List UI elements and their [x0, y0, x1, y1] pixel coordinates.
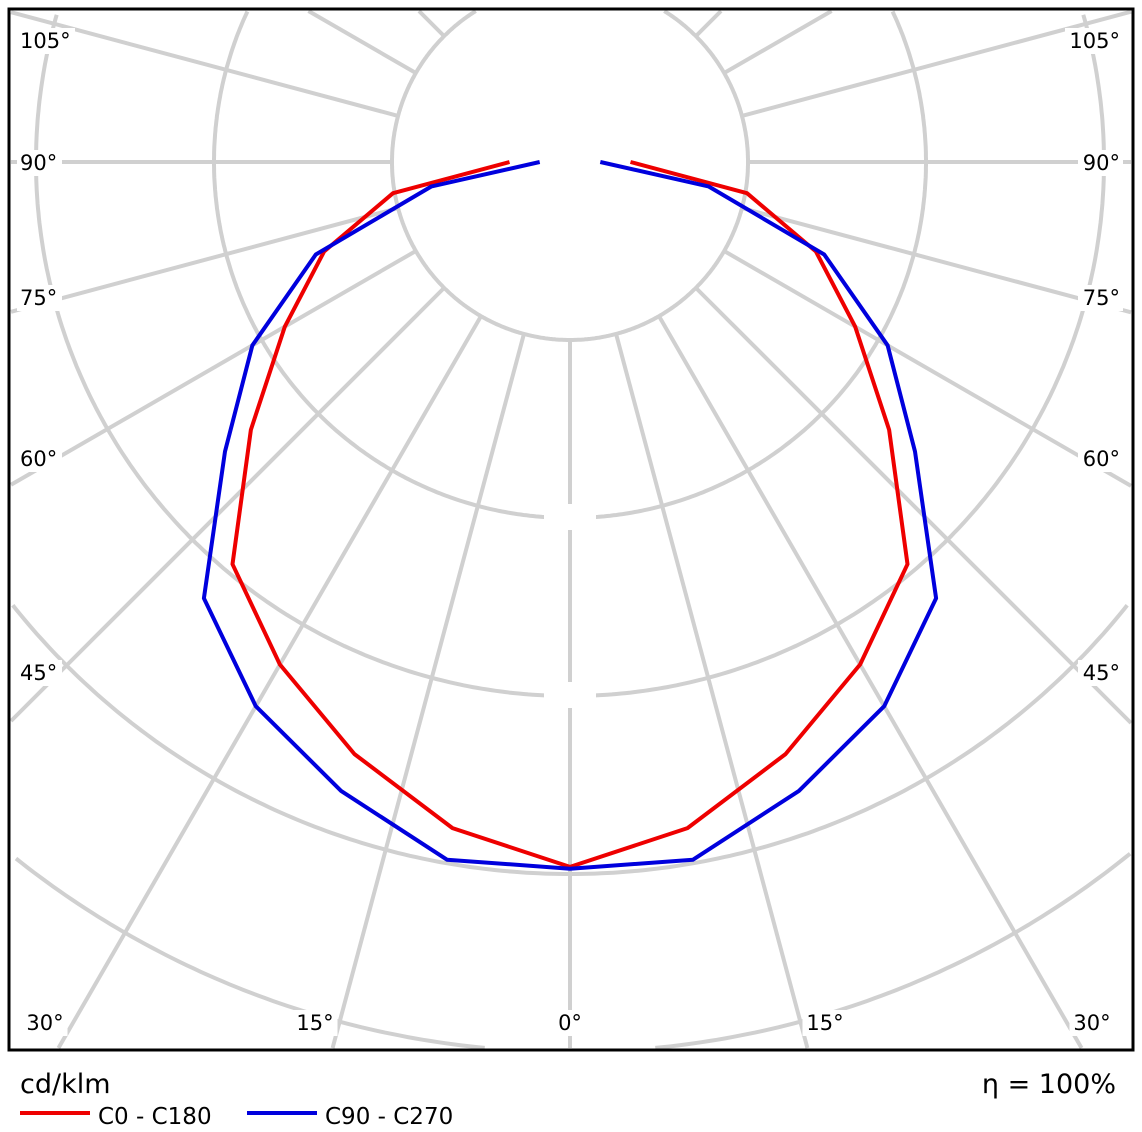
- angle-label-left: 45°: [20, 661, 57, 685]
- grid-spoke: [330, 333, 526, 1049]
- grid-ring: [14, 856, 485, 1050]
- unit-label: cd/klm: [20, 1069, 111, 1100]
- angle-label-right-bg: [1078, 660, 1123, 686]
- series-curve-1: [201, 160, 939, 871]
- angle-label-right-bg: [1078, 446, 1123, 472]
- grid-ring: [655, 852, 1132, 1050]
- grid-spoke: [723, 249, 1132, 488]
- grid-spoke: [9, 249, 417, 487]
- grid-spoke: [9, 286, 446, 723]
- grid-spoke: [417, 9, 446, 38]
- angle-label-bottom-bg: [1069, 1010, 1115, 1036]
- angle-label-right: 105°: [1069, 29, 1120, 53]
- angle-label-right: 75°: [1083, 286, 1120, 310]
- grid-spoke: [10, 10, 399, 118]
- grid-spoke: [741, 206, 1132, 315]
- grid-spoke: [723, 9, 833, 75]
- grid-spoke: [56, 315, 483, 1050]
- ring-label-blank: [544, 682, 596, 708]
- grid-spoke: [10, 206, 399, 314]
- angle-label-bottom: 0°: [558, 1011, 582, 1035]
- grid-spoke: [657, 315, 1084, 1050]
- angle-label-left-bg: [17, 285, 62, 311]
- angle-label-right: 90°: [1083, 151, 1120, 175]
- angle-label-left-bg: [17, 660, 62, 686]
- legend: C0 - C180 C90 - C270: [20, 1104, 453, 1130]
- angle-label-bottom-bg: [802, 1010, 848, 1036]
- chart-frame: [7, 7, 1135, 1052]
- legend-label-c90: C90 - C270: [325, 1104, 453, 1130]
- curves: [201, 160, 939, 871]
- angle-label-left: 90°: [20, 151, 57, 175]
- angle-label-right-bg: [1078, 285, 1123, 311]
- angle-label-right-bg: [1078, 150, 1123, 176]
- angle-label-left: 105°: [20, 29, 71, 53]
- angle-label-right: 60°: [1083, 447, 1120, 471]
- angle-label-bottom: 15°: [806, 1011, 843, 1035]
- angle-label-left-bg: [17, 28, 75, 54]
- angle-labels: 105° 90° 75° 60° 45° 105° 90° 75° 60° 45° 30° 15° 0°…: [17, 28, 1123, 1036]
- angle-label-left-bg: [17, 150, 62, 176]
- angle-label-bottom-bg: [22, 1010, 68, 1036]
- polar-grid: [9, 9, 1133, 1050]
- angle-label-left: 60°: [20, 447, 57, 471]
- ring-label-blank: [544, 504, 596, 530]
- angle-label-bottom: 15°: [296, 1011, 333, 1035]
- efficiency-label: η = 100%: [982, 1069, 1116, 1100]
- angle-label-bottom: 30°: [1073, 1011, 1110, 1035]
- grid-spoke: [307, 9, 417, 75]
- angle-label-left-bg: [17, 446, 62, 472]
- angle-label-left: 75°: [20, 286, 57, 310]
- angle-label-bottom-bg: [292, 1010, 338, 1036]
- grid-ring: [390, 9, 750, 342]
- angle-label-right: 45°: [1083, 661, 1120, 685]
- legend-label-c0: C0 - C180: [98, 1104, 212, 1130]
- grid-spoke: [694, 9, 723, 38]
- angle-label-bottom-bg: [554, 1010, 586, 1036]
- grid-spoke: [614, 333, 810, 1049]
- angle-label-bottom: 30°: [26, 1011, 63, 1035]
- grid-spoke: [694, 286, 1133, 725]
- angle-label-right-bg: [1065, 28, 1123, 54]
